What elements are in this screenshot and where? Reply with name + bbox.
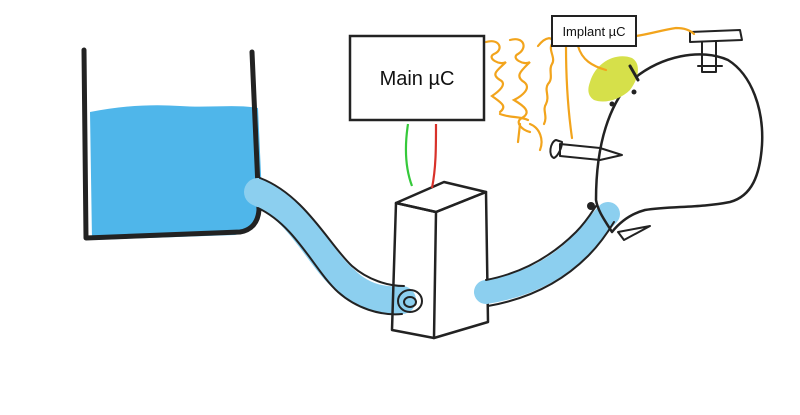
implant-dot-1: [609, 101, 615, 107]
tube-edge-top-2: [485, 205, 597, 281]
implant-connector: [628, 64, 640, 82]
wire-orange-5: [528, 122, 543, 152]
needle-icon: [549, 139, 623, 161]
wire-red: [430, 123, 438, 189]
tube-tank-to-pump: [244, 177, 423, 316]
tube-fill: [244, 178, 416, 315]
pump-inlet-core: [403, 296, 417, 308]
wire-orange-1: [484, 40, 507, 114]
valve-icon: [689, 29, 743, 73]
tube-edge-top: [259, 177, 405, 287]
wire-orange-7: [576, 44, 608, 72]
wire-orange-6: [564, 44, 574, 140]
implant-controller: Implant µC: [551, 15, 637, 47]
tube-fill-2: [474, 202, 620, 304]
water-body: [90, 105, 262, 240]
implant-controller-label: Implant µC: [562, 24, 625, 39]
wire-orange-4: [516, 122, 522, 144]
implant-pad: [588, 56, 640, 107]
wire-orange-8: [634, 26, 696, 38]
tube-connector-dot: [587, 202, 595, 210]
implant-dot-2: [631, 89, 637, 95]
nose-tip: [617, 225, 651, 241]
tube-edge-bottom-2: [487, 221, 615, 307]
orange-wires: [484, 26, 696, 152]
wire-orange-9: [498, 112, 530, 122]
main-controller-label: Main µC: [380, 68, 455, 90]
implant-pad-fill: [588, 56, 638, 102]
valve-bar: [689, 29, 743, 43]
main-controller-box: [348, 34, 486, 122]
needle-shaft: [559, 143, 623, 161]
pump-box: [390, 180, 490, 340]
valve-stem: [701, 41, 717, 73]
pump-inlet-icon: [397, 289, 423, 313]
pump-side: [432, 190, 490, 340]
tank-outline: [81, 47, 262, 241]
pump-front: [390, 201, 438, 340]
main-controller: Main µC: [348, 34, 486, 122]
implant-controller-box: [551, 15, 637, 47]
tube-edge-bottom: [257, 207, 403, 316]
pump-top: [394, 180, 488, 214]
wire-orange-3: [536, 37, 555, 126]
tube-pump-to-head: [474, 202, 620, 307]
wire-green: [404, 123, 414, 187]
water-tank: [81, 47, 262, 241]
needle-head: [549, 139, 563, 159]
